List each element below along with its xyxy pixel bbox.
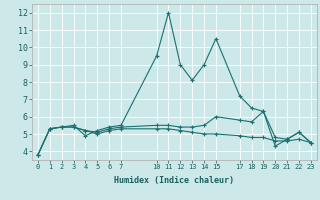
X-axis label: Humidex (Indice chaleur): Humidex (Indice chaleur)	[115, 176, 234, 185]
